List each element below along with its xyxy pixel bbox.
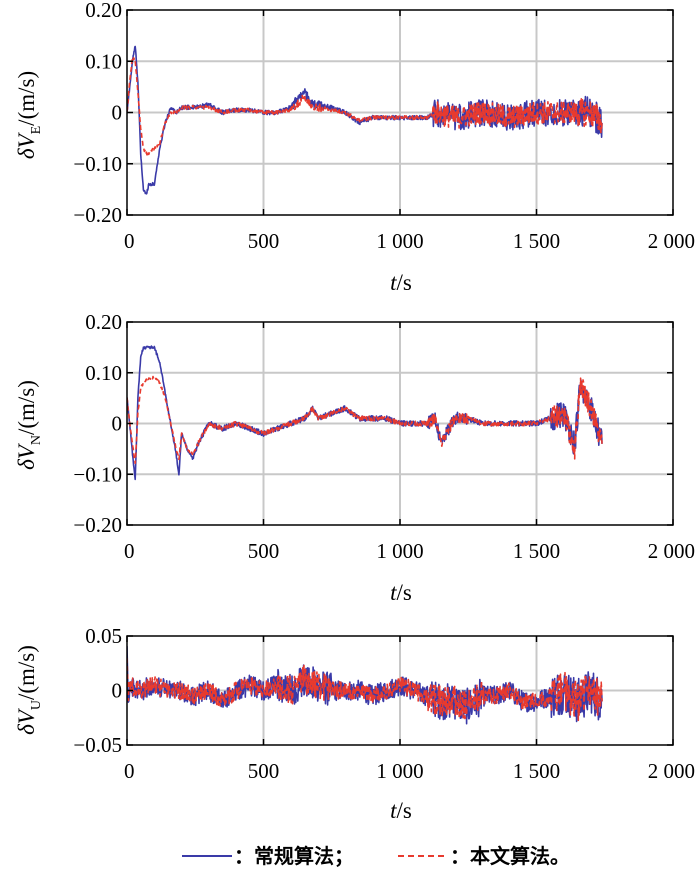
chart-panel-3: 0 500 1 000 1 500 2 0000.050−0.05t/sδVU/(m/s… bbox=[14, 624, 695, 823]
x-tick-label: 0 bbox=[124, 539, 135, 563]
y-tick-label: −0.05 bbox=[73, 733, 122, 757]
x-tick-label: 2 000 bbox=[648, 539, 695, 563]
y-tick-label: −0.10 bbox=[73, 152, 122, 176]
series-line-conventional bbox=[127, 345, 603, 481]
ticks bbox=[126, 9, 674, 216]
x-axis-label: t/s bbox=[390, 798, 412, 823]
y-tick-label: −0.20 bbox=[73, 513, 122, 537]
x-tick-label: 2 000 bbox=[648, 759, 695, 783]
y-axis-label: δVN/(m/s) bbox=[14, 380, 44, 470]
series-group bbox=[127, 646, 603, 725]
y-tick-label: 0 bbox=[112, 679, 123, 703]
y-tick-label: −0.10 bbox=[73, 462, 122, 486]
x-tick-label: 0 bbox=[124, 759, 135, 783]
y-tick-label: 0.10 bbox=[85, 361, 122, 385]
series-group bbox=[127, 45, 603, 195]
series-line-proposed bbox=[127, 55, 603, 156]
legend-label-proposed: ：本文算法。 bbox=[450, 844, 570, 868]
x-tick-label: 1 500 bbox=[513, 759, 560, 783]
ticks bbox=[126, 635, 674, 746]
y-tick-label: 0.10 bbox=[85, 49, 122, 73]
x-tick-label: 500 bbox=[248, 229, 280, 253]
chart-panels: 0 500 1 000 1 500 2 000 0.20 0.10 0 −0.10 −0.20 t/… bbox=[14, 0, 695, 823]
series-group bbox=[127, 345, 603, 481]
x-tick-label: 1 000 bbox=[376, 229, 423, 253]
legend-label-conventional: ：常规算法； bbox=[234, 844, 354, 868]
y-tick-label: 0.20 bbox=[85, 310, 122, 334]
y-tick-label: −0.20 bbox=[73, 203, 122, 227]
ticks bbox=[126, 321, 674, 526]
y-axis-label: δVE/(m/s) bbox=[14, 71, 44, 159]
x-tick-label: 1 000 bbox=[376, 539, 423, 563]
y-tick-label: 0.20 bbox=[85, 0, 122, 22]
y-tick-label: 0.05 bbox=[85, 624, 122, 648]
series-line-proposed bbox=[127, 375, 603, 465]
chart-panel-1: 0 500 1 000 1 500 2 000 0.20 0.10 0 −0.10 −0.20 t/… bbox=[14, 0, 695, 295]
x-tick-label: 500 bbox=[248, 539, 280, 563]
x-tick-label: 0 bbox=[124, 229, 135, 253]
x-tick-label: 1 500 bbox=[513, 229, 560, 253]
y-axis-label: δVU/(m/s) bbox=[14, 645, 44, 735]
series-line-conventional bbox=[127, 646, 603, 725]
x-tick-label: 2 000 bbox=[648, 229, 695, 253]
legend: ：常规算法； ：本文算法。 bbox=[182, 844, 570, 868]
series-line-proposed bbox=[127, 657, 603, 722]
y-tick-label: 0 bbox=[112, 412, 123, 436]
x-tick-label: 500 bbox=[248, 759, 280, 783]
y-tick-label: 0 bbox=[112, 101, 123, 125]
x-tick-label: 1 000 bbox=[376, 759, 423, 783]
chart-panel-2: 0 500 1 000 1 500 2 000 0.20 0.10 0 −0.10 −0.20 t/… bbox=[14, 310, 695, 605]
x-axis-label: t/s bbox=[390, 580, 412, 605]
x-tick-label: 1 500 bbox=[513, 539, 560, 563]
series-line-conventional bbox=[127, 45, 603, 195]
x-axis-label: t/s bbox=[390, 270, 412, 295]
